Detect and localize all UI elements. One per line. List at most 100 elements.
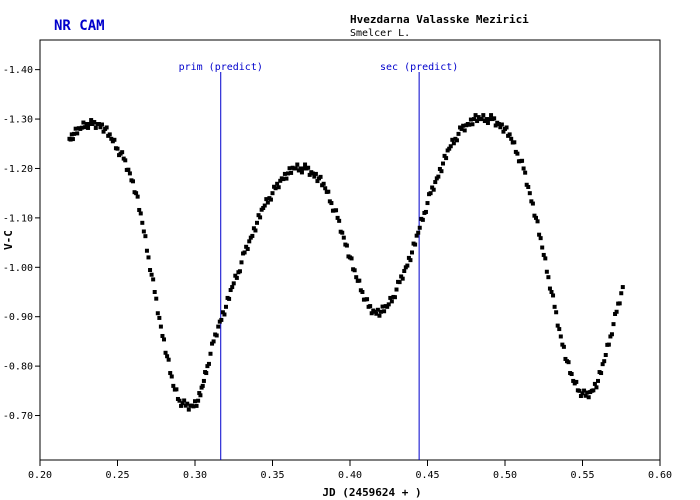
data-point	[467, 122, 472, 127]
y-tick-label: -1.20	[3, 164, 33, 175]
data-point	[619, 291, 624, 296]
data-point	[109, 136, 114, 141]
data-point	[462, 128, 467, 133]
data-point	[470, 122, 475, 127]
data-point	[430, 185, 435, 190]
data-point	[149, 272, 154, 277]
data-point	[472, 117, 476, 122]
data-point	[592, 381, 597, 386]
data-point	[541, 252, 546, 257]
data-point	[210, 341, 215, 346]
data-point	[84, 122, 89, 126]
data-point	[143, 234, 148, 239]
data-point	[69, 132, 74, 137]
y-tick-label: -0.90	[3, 312, 33, 323]
data-point	[194, 403, 199, 408]
data-point	[298, 166, 303, 171]
data-point	[162, 337, 166, 342]
data-point	[527, 191, 532, 196]
data-point	[530, 201, 535, 206]
data-point	[537, 232, 542, 237]
data-point	[299, 170, 304, 175]
data-point	[380, 304, 385, 309]
y-tick-label: -1.10	[3, 213, 33, 224]
x-tick-label: 0.40	[338, 470, 362, 481]
star-name-title: NR CAM	[54, 18, 105, 34]
data-point	[400, 276, 405, 281]
data-point	[196, 398, 201, 403]
data-point	[417, 225, 422, 230]
data-point	[360, 290, 365, 294]
data-point	[191, 404, 196, 409]
data-point	[526, 185, 531, 189]
data-point	[394, 287, 399, 292]
data-point	[123, 158, 128, 163]
data-point	[242, 250, 247, 255]
data-point	[307, 172, 312, 177]
data-point	[100, 122, 104, 127]
data-point	[594, 385, 599, 390]
data-point	[160, 333, 165, 338]
data-point	[447, 146, 452, 151]
data-point	[617, 301, 622, 306]
data-point	[256, 213, 261, 218]
x-tick-label: 0.30	[183, 470, 207, 481]
data-point	[177, 398, 182, 403]
data-point	[544, 269, 549, 274]
data-point	[442, 153, 447, 158]
data-point	[270, 191, 275, 196]
data-point	[352, 268, 357, 273]
data-point	[323, 186, 328, 191]
data-point	[538, 236, 543, 241]
y-axis-title: V-C	[2, 230, 15, 250]
x-tick-label: 0.25	[105, 470, 129, 481]
data-point	[499, 122, 504, 127]
data-point	[560, 342, 565, 347]
data-point	[82, 125, 87, 130]
data-point	[369, 311, 374, 316]
data-point	[523, 170, 528, 175]
data-point	[509, 136, 514, 141]
data-point	[602, 359, 607, 364]
data-point	[306, 165, 311, 170]
data-point	[546, 275, 551, 280]
data-point	[289, 170, 294, 175]
data-point	[563, 356, 568, 361]
data-point	[498, 125, 503, 130]
data-point	[392, 295, 397, 300]
data-point	[375, 307, 380, 312]
data-point	[180, 401, 185, 406]
data-point	[433, 180, 438, 185]
data-point	[211, 339, 216, 344]
data-point	[577, 388, 582, 393]
data-point	[456, 131, 461, 136]
data-point	[551, 293, 556, 298]
y-axis-ticks: -1.40 -1.30 -1.20 -1.10 -1.00 -0.90 -0.80 -0.70	[3, 65, 40, 422]
data-point	[388, 295, 393, 300]
data-point	[479, 117, 484, 122]
data-point	[131, 179, 135, 184]
data-point	[558, 334, 563, 339]
data-point	[301, 166, 306, 171]
data-point	[357, 278, 362, 283]
data-point	[310, 171, 315, 176]
data-point	[186, 407, 191, 412]
data-point	[524, 182, 529, 187]
data-point	[146, 255, 151, 260]
data-point	[258, 215, 263, 220]
data-point	[234, 275, 239, 280]
data-point	[251, 226, 256, 231]
x-tick-label: 0.20	[28, 470, 52, 481]
data-point	[428, 191, 433, 196]
x-axis-ticks: 0.20 0.25 0.30 0.35 0.40 0.45 0.50 0.55 0.60	[28, 460, 672, 481]
data-point	[89, 118, 94, 123]
data-point	[520, 158, 525, 163]
data-point	[493, 123, 498, 128]
data-point	[198, 393, 203, 398]
data-point	[583, 393, 588, 398]
data-point	[534, 215, 538, 220]
data-point	[127, 171, 132, 176]
data-point	[312, 174, 317, 179]
data-point	[222, 312, 227, 317]
data-point	[253, 228, 258, 233]
